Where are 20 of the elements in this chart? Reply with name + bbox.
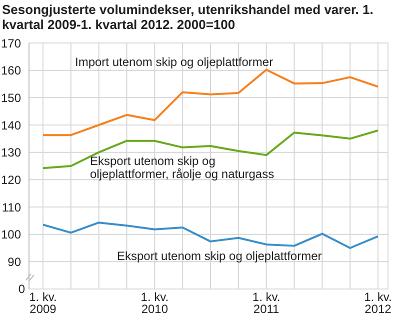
line-series: [43, 222, 378, 249]
text: 0: [17, 282, 25, 296]
y-tick-label: 110: [2, 200, 22, 214]
series-label: Import utenom skip og oljeplattformer: [75, 55, 274, 69]
y-tick-label: 150: [0, 90, 22, 105]
y-tick-label: 130: [0, 146, 22, 160]
line-series: [43, 68, 378, 136]
x-tick-label: 1. kv. 2009: [29, 290, 57, 316]
y-tick-label: 120: [0, 172, 22, 187]
chart-title: Sesongjusterte volumindekser, utenrikshandel med varer. 1. kvartal 2009-1. kvartal 2012. 2000=100: [2, 2, 374, 32]
x-tick-label: 1. kv. 2010: [140, 290, 169, 316]
series-label: Eksport utenom skip og oljeplattformer, råolje og naturgass: [90, 154, 276, 181]
y-tick-label: 170: [0, 36, 22, 50]
y-tick-label: 140: [0, 118, 22, 132]
x-tick-label: 1. kv. 2011: [252, 290, 280, 316]
series-label: Eksport utenom skip og oljeplattformer: [117, 249, 323, 263]
y-tick-label: 100: [0, 228, 22, 242]
y-tick-label: 90: [8, 254, 22, 269]
y-tick-label: 160: [0, 64, 22, 78]
x-tick-label: 1. kv. 2012: [364, 290, 392, 316]
